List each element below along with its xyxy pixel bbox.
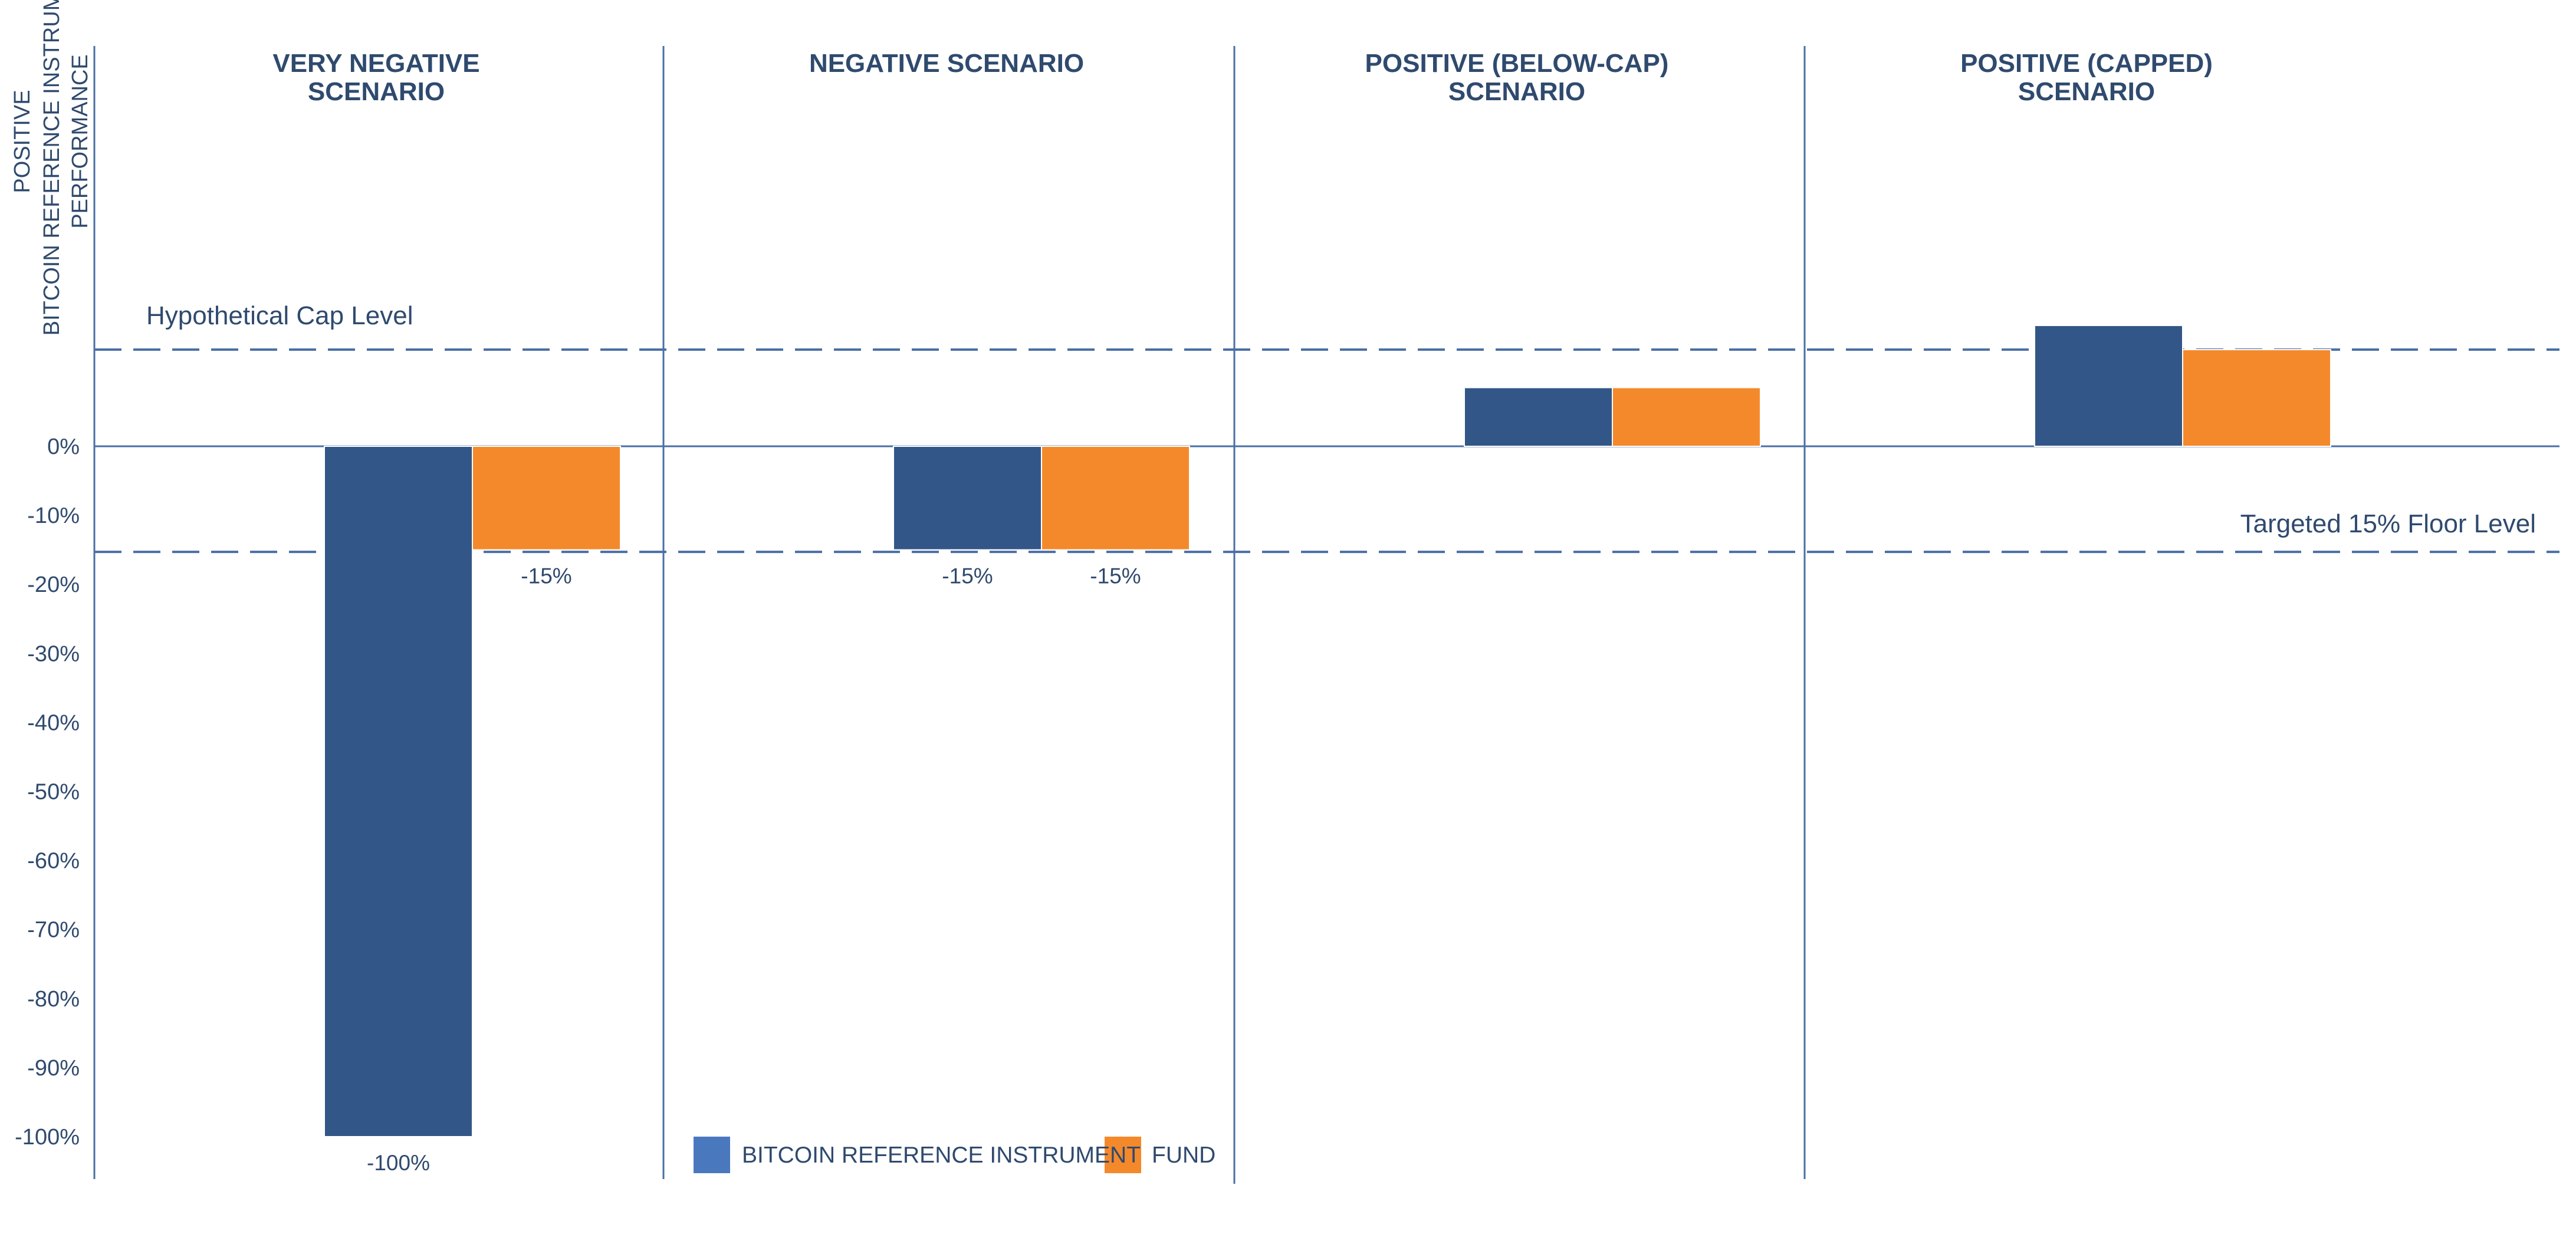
y-tick-label: -10% bbox=[27, 503, 80, 528]
bitcoin-value-label-2: -15% bbox=[942, 564, 993, 588]
legend-label-fund: FUND bbox=[1152, 1143, 1215, 1168]
cap-level-label: Hypothetical Cap Level bbox=[146, 301, 413, 330]
bars-layer bbox=[324, 325, 2331, 1173]
bitcoin-bar-2 bbox=[893, 446, 1042, 551]
scenario-title-3: POSITIVE (BELOW-CAP) bbox=[1365, 49, 1669, 78]
scenario-title-4: POSITIVE (CAPPED) bbox=[1960, 49, 2213, 78]
labels-layer: Hypothetical Cap Level Targeted 15% Floor… bbox=[10, 0, 2536, 1175]
scenario-title-2: NEGATIVE SCENARIO bbox=[809, 49, 1084, 78]
floor-level-label: Targeted 15% Floor Level bbox=[2240, 509, 2536, 538]
y-tick-label: -20% bbox=[27, 572, 80, 597]
y-axis-label-line: POSITIVE bbox=[10, 90, 35, 193]
y-tick-label: -70% bbox=[27, 918, 80, 943]
y-axis-label-line: PERFORMANCE bbox=[68, 54, 93, 229]
bitcoin-bar-1 bbox=[324, 446, 473, 1137]
y-tick-label: -40% bbox=[27, 710, 80, 735]
fund-value-label-1: -15% bbox=[521, 564, 571, 588]
scenario-title-1: VERY NEGATIVE bbox=[272, 49, 479, 78]
y-tick-label: -50% bbox=[27, 780, 80, 805]
scenario-title-4: SCENARIO bbox=[2018, 77, 2155, 106]
y-axis-label-line: BITCOIN REFERENCE INSTRUMENT bbox=[40, 0, 64, 335]
fund-bar-4 bbox=[2182, 349, 2331, 447]
legend-label-bitcoin: BITCOIN REFERENCE INSTRUMENT bbox=[742, 1143, 1141, 1168]
legend-swatch-bitcoin bbox=[694, 1137, 730, 1173]
y-tick-label: -80% bbox=[27, 987, 80, 1012]
fund-bar-2 bbox=[1041, 446, 1190, 551]
fund-bar-3 bbox=[1612, 387, 1761, 447]
y-tick-label: 0% bbox=[47, 434, 80, 459]
y-tick-label: -60% bbox=[27, 849, 80, 874]
bitcoin-bar-3 bbox=[1464, 387, 1613, 447]
fund-value-label-2: -15% bbox=[1090, 564, 1141, 588]
bitcoin-value-label-1: -100% bbox=[367, 1151, 430, 1175]
legend-swatch-fund bbox=[1105, 1137, 1141, 1173]
bitcoin-bar-4 bbox=[2034, 325, 2183, 447]
y-tick-label: -30% bbox=[27, 641, 80, 666]
y-tick-label: -90% bbox=[27, 1056, 80, 1081]
y-tick-label: -100% bbox=[15, 1125, 80, 1150]
scenario-title-3: SCENARIO bbox=[1448, 77, 1585, 106]
scenario-title-1: SCENARIO bbox=[308, 77, 445, 106]
fund-bar-1 bbox=[472, 446, 621, 551]
